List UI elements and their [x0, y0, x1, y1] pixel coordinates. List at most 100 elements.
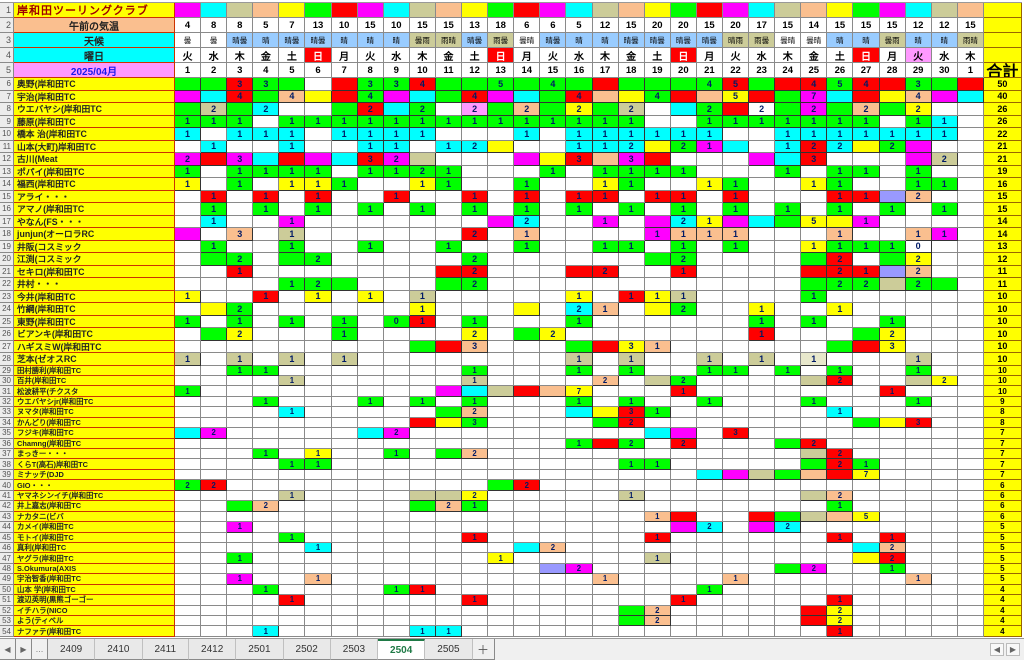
attendance-cell[interactable]: 3 — [905, 78, 932, 91]
temp-cell[interactable]: 5 — [253, 18, 280, 33]
attendance-cell-empty[interactable] — [488, 595, 515, 606]
row-number[interactable]: 39 — [0, 469, 14, 481]
attendance-cell-empty[interactable] — [279, 480, 306, 491]
attendance-cell-empty[interactable] — [331, 396, 358, 408]
date-cell[interactable]: 28 — [879, 63, 906, 78]
attendance-cell-empty[interactable] — [279, 417, 306, 429]
attendance-cell-empty[interactable] — [879, 178, 906, 191]
attendance-cell[interactable]: 1 — [253, 449, 280, 460]
attendance-cell[interactable]: 2 — [462, 407, 489, 418]
attendance-cell[interactable]: 1 — [801, 290, 828, 303]
attendance-cell[interactable]: 1 — [670, 165, 697, 178]
attendance-cell-empty[interactable] — [279, 449, 306, 460]
attendance-cell-empty[interactable] — [618, 574, 645, 585]
attendance-cell-empty[interactable] — [253, 428, 280, 439]
tab-2411[interactable]: 2411 — [142, 639, 190, 660]
member-total[interactable]: 21 — [983, 153, 1022, 166]
attendance-cell-empty[interactable] — [670, 584, 697, 596]
attendance-cell[interactable]: 1 — [279, 128, 306, 141]
attendance-cell-empty[interactable] — [644, 365, 671, 376]
attendance-cell[interactable]: 1 — [670, 265, 697, 278]
date-cell[interactable]: 21 — [696, 63, 723, 78]
attendance-cell-empty[interactable] — [566, 626, 593, 637]
attendance-cell-empty[interactable] — [462, 542, 489, 554]
attendance-cell[interactable]: 1 — [566, 190, 593, 203]
total-header-blank[interactable] — [983, 3, 1022, 18]
attendance-cell-empty[interactable] — [879, 490, 906, 502]
attendance-cell-empty[interactable] — [827, 522, 854, 533]
attendance-cell[interactable]: 2 — [827, 459, 854, 470]
attendance-cell[interactable]: 1 — [566, 128, 593, 141]
attendance-cell-empty[interactable] — [253, 353, 280, 366]
attendance-cell-empty[interactable] — [435, 315, 463, 328]
attendance-cell-empty[interactable] — [409, 428, 436, 439]
attendance-cell-empty[interactable] — [879, 407, 906, 418]
attendance-cell[interactable]: 1 — [905, 165, 932, 178]
weekday-cell[interactable]: 土 — [462, 48, 489, 63]
attendance-cell-empty[interactable] — [175, 190, 202, 203]
weather-cell[interactable]: 曇 — [201, 33, 228, 48]
attendance-cell[interactable]: 2 — [670, 253, 697, 266]
attendance-cell-empty[interactable] — [201, 522, 228, 533]
attendance-cell-empty[interactable] — [722, 290, 750, 303]
tab-2505[interactable]: 2505 — [425, 639, 473, 660]
attendance-cell-empty[interactable] — [775, 574, 802, 585]
attendance-cell-empty[interactable] — [722, 265, 750, 278]
attendance-cell[interactable] — [618, 616, 645, 627]
attendance-cell-empty[interactable] — [722, 375, 750, 387]
attendance-cell-empty[interactable] — [305, 128, 332, 141]
attendance-cell-empty[interactable] — [957, 128, 984, 141]
attendance-cell[interactable]: 3 — [227, 228, 254, 241]
attendance-cell-empty[interactable] — [383, 253, 410, 266]
attendance-cell-empty[interactable] — [253, 616, 280, 627]
attendance-cell-empty[interactable] — [357, 595, 384, 606]
attendance-cell-empty[interactable] — [227, 438, 254, 449]
attendance-cell-empty[interactable] — [488, 407, 515, 418]
member-total[interactable]: 14 — [983, 228, 1022, 241]
attendance-cell-empty[interactable] — [383, 228, 410, 241]
attendance-cell-empty[interactable] — [801, 428, 828, 439]
attendance-cell[interactable]: 3 — [566, 153, 593, 166]
attendance-cell-empty[interactable] — [566, 178, 593, 191]
attendance-cell[interactable]: 2 — [514, 480, 541, 491]
weekday-cell[interactable]: 金 — [618, 48, 645, 63]
attendance-cell[interactable]: 2 — [227, 328, 254, 341]
attendance-cell[interactable]: 2 — [201, 480, 228, 491]
weekday-cell[interactable]: 火 — [722, 48, 750, 63]
attendance-cell[interactable]: 2 — [644, 616, 671, 627]
attendance-cell-empty[interactable] — [514, 563, 541, 575]
attendance-cell[interactable]: 1 — [227, 553, 254, 564]
attendance-cell-empty[interactable] — [175, 595, 202, 606]
attendance-cell-empty[interactable] — [696, 165, 723, 178]
attendance-cell-empty[interactable] — [879, 574, 906, 585]
attendance-cell-empty[interactable] — [957, 417, 984, 429]
attendance-cell[interactable]: 1 — [514, 228, 541, 241]
attendance-cell-empty[interactable] — [462, 574, 489, 585]
attendance-cell-empty[interactable] — [566, 328, 593, 341]
attendance-cell-empty[interactable] — [201, 616, 228, 627]
attendance-cell-empty[interactable] — [488, 303, 515, 316]
attendance-cell-empty[interactable] — [435, 328, 463, 341]
attendance-cell-empty[interactable] — [931, 553, 958, 564]
attendance-cell[interactable] — [853, 542, 880, 554]
attendance-cell-empty[interactable] — [357, 522, 384, 533]
attendance-cell-empty[interactable] — [749, 490, 776, 502]
attendance-cell-empty[interactable] — [357, 469, 384, 481]
attendance-cell-empty[interactable] — [409, 511, 436, 523]
temp-cell[interactable]: 6 — [514, 18, 541, 33]
weather-cell[interactable]: 晴曇 — [279, 33, 306, 48]
attendance-cell-empty[interactable] — [279, 290, 306, 303]
attendance-cell[interactable]: 1 — [227, 178, 254, 191]
attendance-cell[interactable] — [801, 265, 828, 278]
weekday-cell[interactable]: 日 — [488, 48, 515, 63]
attendance-cell-empty[interactable] — [305, 553, 332, 564]
attendance-cell-empty[interactable] — [592, 396, 619, 408]
attendance-cell-empty[interactable] — [749, 553, 776, 564]
day-color-cell[interactable] — [931, 3, 958, 18]
attendance-cell-empty[interactable] — [827, 396, 854, 408]
attendance-cell-empty[interactable] — [566, 253, 593, 266]
member-total[interactable]: 7 — [983, 469, 1022, 481]
attendance-cell-empty[interactable] — [514, 407, 541, 418]
attendance-cell-empty[interactable] — [931, 328, 958, 341]
attendance-cell-empty[interactable] — [279, 328, 306, 341]
